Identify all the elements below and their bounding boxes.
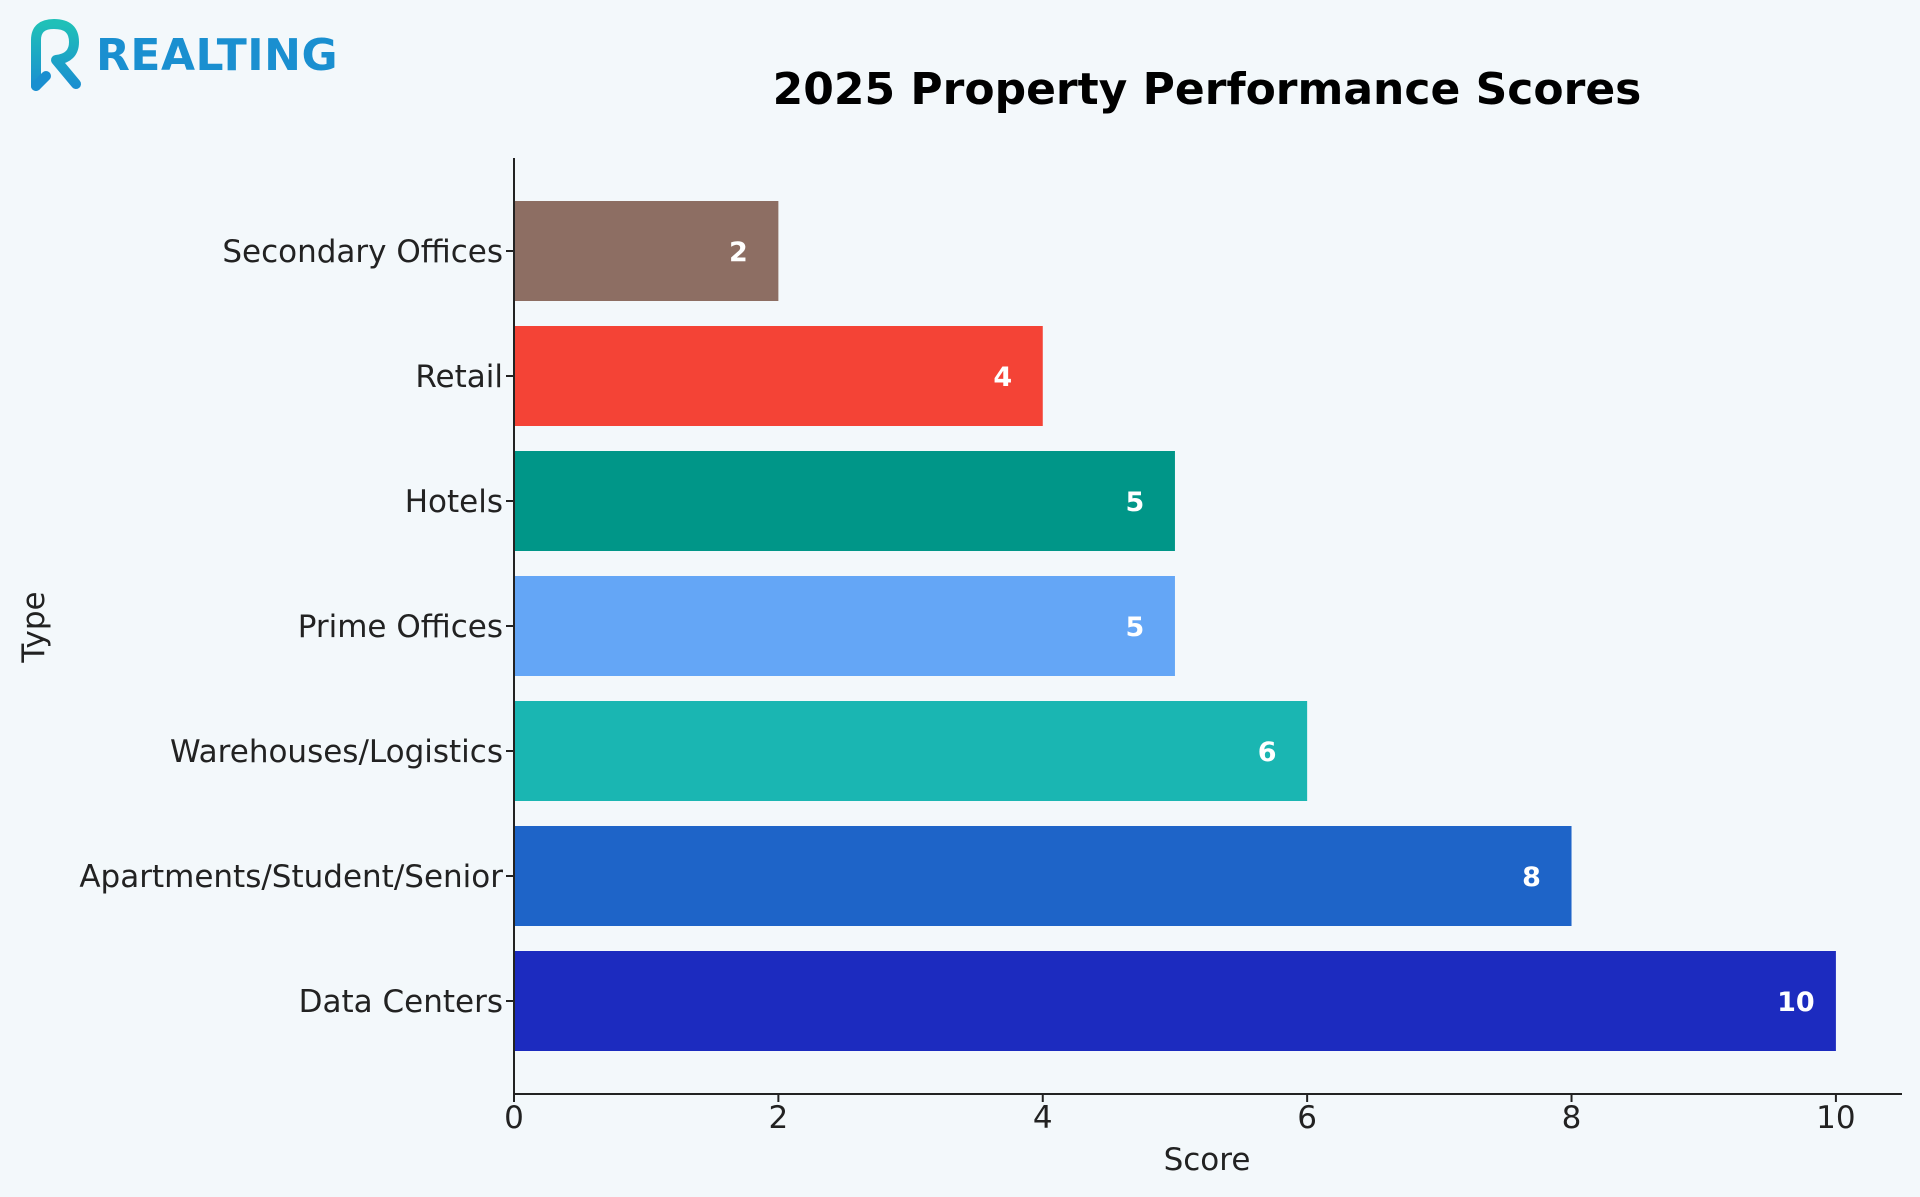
category-label-retail: Retail: [415, 359, 503, 395]
x-axis-title: Score: [1164, 1142, 1251, 1178]
bar-value-label-data-centers: 10: [1777, 987, 1815, 1018]
bar-apartments-student-senior: [514, 826, 1572, 926]
category-label-data-centers: Data Centers: [299, 984, 503, 1020]
brand-logo: REALTING: [28, 18, 338, 94]
bars-group: [514, 201, 1836, 1051]
bar-prime-offices: [514, 576, 1175, 676]
category-label-secondary-offices: Secondary Offices: [222, 234, 503, 270]
bar-value-label-hotels: 5: [1126, 487, 1145, 518]
category-label-warehouses-logistics: Warehouses/Logistics: [170, 734, 503, 770]
realting-logo-icon: [31, 19, 81, 91]
bar-hotels: [514, 451, 1175, 551]
bar-value-label-apartments-student-senior: 8: [1522, 862, 1541, 893]
category-label-apartments-student-senior: Apartments/Student/Senior: [79, 859, 503, 895]
bar-value-label-secondary-offices: 2: [729, 237, 748, 268]
x-tick-label: 2: [769, 1100, 789, 1136]
x-tick-label: 10: [1816, 1100, 1855, 1136]
x-tick-label: 0: [504, 1100, 524, 1136]
bar-data-centers: [514, 951, 1836, 1051]
x-tick-label: 4: [1033, 1100, 1053, 1136]
x-ticks-group: 0 2 4 6 8 10: [504, 1094, 1856, 1136]
value-labels-group: 2 4 5 5 6 8 10: [729, 237, 1815, 1018]
bar-value-label-retail: 4: [993, 362, 1012, 393]
category-label-prime-offices: Prime Offices: [298, 609, 503, 645]
category-labels-group: Secondary Offices Retail Hotels Prime Offic…: [79, 234, 514, 1020]
category-label-hotels: Hotels: [405, 484, 503, 520]
bar-value-label-prime-offices: 5: [1126, 612, 1145, 643]
brand-name: REALTING: [96, 30, 339, 81]
bar-retail: [514, 326, 1043, 426]
y-axis-title: Type: [16, 591, 52, 663]
bar-value-label-warehouses-logistics: 6: [1258, 737, 1277, 768]
chart-title: 2025 Property Performance Scores: [773, 64, 1642, 115]
x-tick-label: 6: [1297, 1100, 1317, 1136]
bar-secondary-offices: [514, 201, 779, 301]
bar-warehouses-logistics: [514, 701, 1308, 801]
x-tick-label: 8: [1562, 1100, 1582, 1136]
